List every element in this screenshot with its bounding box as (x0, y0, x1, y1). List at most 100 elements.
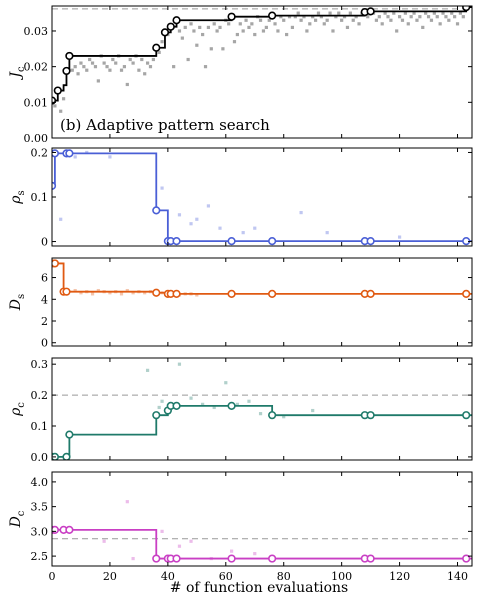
sample-point (325, 18, 329, 22)
sample-point (279, 15, 283, 19)
sample-point (253, 226, 257, 230)
y-axis-label: ρc (8, 402, 27, 417)
sample-point (76, 72, 80, 76)
sample-point (209, 47, 213, 51)
sample-point (351, 18, 355, 22)
panel-frame (51, 471, 473, 567)
improvement-marker (152, 554, 161, 563)
sample-point (392, 11, 396, 15)
sample-point (102, 539, 106, 543)
improvement-marker (462, 289, 471, 298)
best-value-step-line (52, 262, 472, 295)
improvement-marker (152, 411, 161, 420)
y-tick-label: 2.5 (31, 550, 49, 563)
y-axis-label-subscript: c (16, 402, 27, 408)
sample-point (183, 25, 187, 30)
sample-point (93, 65, 98, 69)
sample-point (290, 25, 295, 30)
sample-point (79, 61, 83, 65)
sample-point (90, 292, 95, 296)
y-tick-label: 3.5 (31, 501, 49, 514)
sample-point (206, 25, 211, 30)
improvement-marker (268, 554, 277, 563)
sample-point (412, 11, 416, 15)
sample-point (143, 72, 147, 76)
sample-point (160, 186, 164, 190)
improvement-marker (65, 149, 74, 158)
sample-point (218, 226, 222, 230)
sample-point (421, 25, 425, 30)
improvement-marker (227, 237, 236, 246)
sample-point (96, 79, 100, 83)
sample-point (282, 18, 286, 22)
panel-frame (51, 257, 473, 347)
y-tick-label: 0.2 (31, 146, 49, 159)
plot-area (52, 362, 472, 460)
sample-point (108, 291, 112, 295)
sample-point (308, 22, 312, 26)
sample-point (383, 11, 387, 15)
y-axis-label-subscript: c (16, 510, 27, 516)
sample-point (224, 381, 228, 385)
sample-point (258, 412, 263, 416)
y-axis-label-subscript: s (16, 190, 27, 195)
sample-point (59, 217, 63, 221)
sample-point (287, 15, 292, 19)
sample-point (189, 22, 193, 26)
x-axis-label: # of function evaluations (170, 580, 348, 596)
improvement-marker (65, 430, 74, 439)
sample-point (299, 18, 303, 22)
y-axis-label-symbol: D (8, 299, 24, 311)
sample-point (348, 11, 352, 15)
sample-point (345, 25, 350, 30)
x-tick-label: 120 (389, 570, 410, 583)
y-axis-label: Ds (8, 294, 27, 311)
plot-area (52, 259, 472, 298)
sample-point (160, 529, 164, 533)
plot-area (52, 149, 472, 246)
improvement-marker (366, 411, 375, 420)
y-tick-label: 2 (41, 315, 48, 328)
sample-point (461, 15, 465, 19)
y-tick-label: 0.02 (24, 61, 49, 74)
sample-point (299, 210, 303, 215)
sample-point (131, 556, 135, 561)
y-axis-label: Dc (8, 510, 27, 528)
panel-5: 2.5 3.0 3.5 4.0 Dc (8, 471, 473, 567)
y-tick-label: 0.1 (31, 191, 49, 204)
y-axis-label: Jc (8, 66, 27, 81)
improvement-marker (172, 289, 181, 298)
panel-3: 0 2 4 6 Ds (8, 257, 473, 350)
sample-point (426, 15, 431, 19)
improvement-marker (160, 28, 170, 37)
improvement-marker (268, 11, 277, 20)
sample-point (238, 22, 242, 26)
sample-point (82, 65, 86, 69)
improvement-marker (366, 237, 375, 246)
x-tick-label: 60 (219, 570, 233, 583)
sample-point (221, 47, 225, 51)
sample-point (429, 18, 434, 22)
sample-point (395, 29, 399, 33)
sample-point (227, 22, 231, 26)
sample-point (59, 109, 63, 113)
y-tick-label: 0.2 (31, 389, 49, 402)
sample-point (342, 15, 347, 19)
x-tick-label: 140 (447, 570, 468, 583)
sample-point (102, 61, 106, 65)
improvement-marker (366, 289, 375, 298)
sample-point (258, 18, 263, 22)
sample-point (247, 399, 251, 403)
y-tick-label: 0.3 (31, 358, 49, 371)
sample-point (119, 68, 124, 72)
sample-point (145, 61, 150, 65)
sample-point (108, 155, 112, 159)
sample-point (143, 291, 147, 295)
improvement-marker (166, 22, 175, 31)
sample-point (125, 82, 129, 87)
sample-point (140, 57, 144, 62)
panel-frame (51, 147, 473, 247)
improvement-marker (53, 86, 62, 95)
sample-point (444, 15, 448, 19)
